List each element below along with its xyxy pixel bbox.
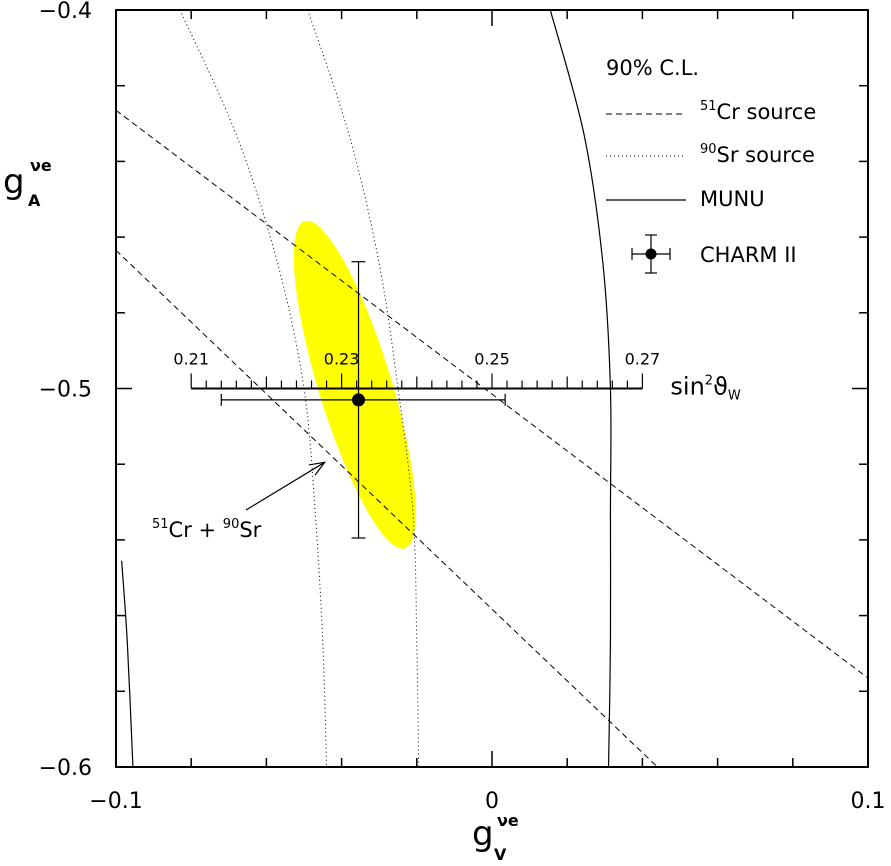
sin2-axis-label: 0.27	[625, 350, 661, 369]
region-arrowhead	[308, 461, 327, 476]
y-tick-labels: −0.6 −0.5 −0.4	[39, 0, 92, 781]
charm-ii-data-point	[220, 261, 506, 539]
x-axis-title-sup: νe	[497, 811, 519, 830]
sin2-axis-label: 0.21	[173, 350, 209, 369]
curve-51cr-source-0	[116, 109, 868, 679]
legend-header: 90% C.L.	[606, 56, 699, 80]
y-tick-label: −0.4	[39, 0, 92, 24]
legend-label-sr: 90Sr source	[700, 142, 815, 167]
region-label: 51Cr + 90Sr	[152, 517, 262, 542]
region-arrow	[245, 461, 325, 511]
sin2-axis-title: sin2ϑW	[670, 373, 741, 404]
x-tick-label: 0.1	[851, 789, 886, 814]
legend-label-cr: 51Cr source	[700, 99, 816, 124]
legend: 90% C.L. 51Cr source 90Sr source MUNU CH…	[606, 56, 816, 274]
x-axis-title: g	[472, 814, 494, 854]
x-tick-labels: −0.1 0 0.1	[89, 789, 885, 814]
y-tick-label: −0.6	[39, 756, 92, 781]
charm-ii-dot	[352, 393, 366, 407]
sin2-axis-label: 0.25	[474, 350, 510, 369]
curve-90sr-source-1	[307, 10, 420, 767]
x-tick-label: −0.1	[89, 789, 142, 814]
curve-munu-1	[121, 560, 134, 767]
legend-label-charm: CHARM II	[700, 243, 797, 267]
y-axis-title-sub: A	[28, 191, 41, 210]
region-annotation: 51Cr + 90Sr	[152, 461, 327, 542]
sin2-axis-label: 0.23	[324, 350, 360, 369]
x-tick-label: 0	[485, 789, 499, 814]
sin2-theta-axis: 0.21 0.23 0.25 0.27 sin2ϑW	[173, 350, 741, 404]
curve-51cr-source-1	[116, 249, 658, 767]
axis-ticks	[115, 9, 869, 768]
legend-label-munu: MUNU	[700, 187, 765, 211]
y-axis-title: g	[3, 162, 25, 202]
legend-swatch-charm-dot	[645, 248, 657, 260]
combined-region-ellipse	[293, 220, 416, 549]
y-tick-label: −0.5	[39, 378, 92, 403]
x-axis-title-sub: V	[494, 845, 507, 864]
y-axis-title-sup: νe	[30, 156, 52, 175]
